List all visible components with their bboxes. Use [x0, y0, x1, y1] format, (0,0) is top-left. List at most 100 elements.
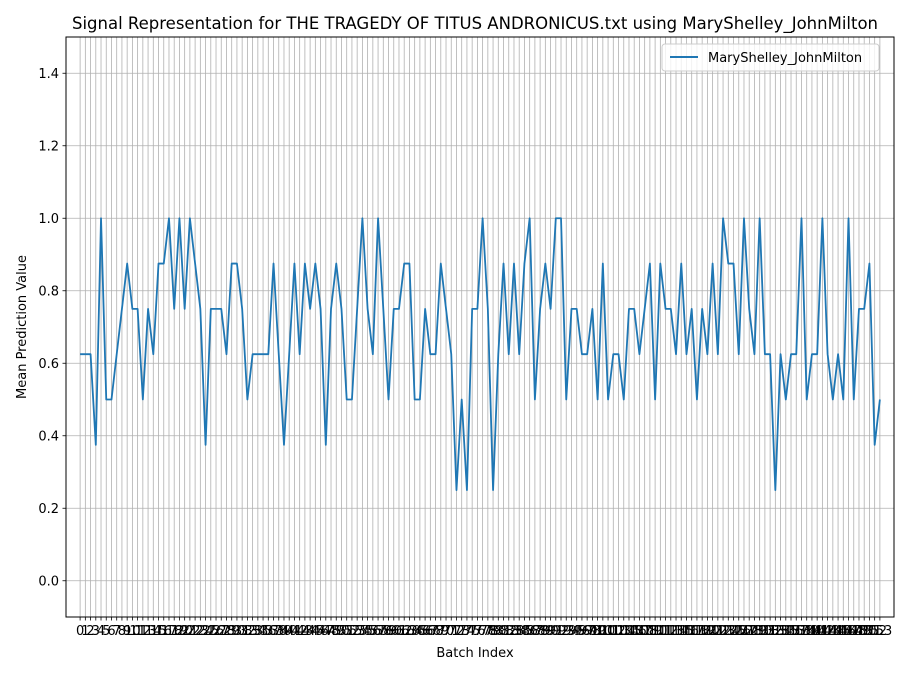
- data-point: [298, 353, 300, 355]
- data-point: [617, 353, 619, 355]
- x-tick-label: 52: [344, 624, 361, 639]
- legend: MaryShelley_JohnMilton: [661, 43, 880, 72]
- data-point: [461, 398, 463, 400]
- data-point: [534, 398, 536, 400]
- data-point: [356, 308, 358, 310]
- data-point: [513, 262, 515, 264]
- data-point: [105, 398, 107, 400]
- x-tick-label: 77: [474, 624, 491, 639]
- x-tick-label: 65: [412, 624, 429, 639]
- data-point: [816, 353, 818, 355]
- data-point: [837, 353, 839, 355]
- x-axis-label: Batch Index: [436, 646, 514, 661]
- x-tick-label: 49: [328, 624, 345, 639]
- x-tick-label: 43: [297, 624, 314, 639]
- data-point: [100, 217, 102, 219]
- x-tick-label: 50: [333, 624, 350, 639]
- x-tick-label: 152: [862, 624, 887, 639]
- data-point: [403, 262, 405, 264]
- data-point: [398, 308, 400, 310]
- x-tick-label: 146: [831, 624, 856, 639]
- x-tick-label: 123: [711, 624, 736, 639]
- data-point: [701, 308, 703, 310]
- data-point: [570, 308, 572, 310]
- data-point: [116, 353, 118, 355]
- data-point: [220, 308, 222, 310]
- data-point: [450, 353, 452, 355]
- data-point: [806, 398, 808, 400]
- data-point: [163, 262, 165, 264]
- y-tick-label: 0.8: [38, 284, 59, 299]
- x-tick-label: 128: [737, 624, 762, 639]
- x-tick-label: 39: [276, 624, 293, 639]
- data-point: [774, 489, 776, 491]
- data-point: [544, 262, 546, 264]
- x-tick-label: 33: [244, 624, 261, 639]
- x-tick-label: 35: [255, 624, 272, 639]
- x-tick-label: 31: [234, 624, 251, 639]
- x-tick-label: 55: [359, 624, 376, 639]
- data-point: [445, 308, 447, 310]
- data-point: [440, 262, 442, 264]
- data-point: [691, 308, 693, 310]
- x-tick-label: 138: [789, 624, 814, 639]
- x-tick-label: 37: [265, 624, 282, 639]
- x-tick-label: 88: [532, 624, 549, 639]
- data-point: [879, 398, 881, 400]
- x-tick-label: 47: [318, 624, 335, 639]
- x-tick-label: 144: [820, 624, 845, 639]
- data-point: [147, 308, 149, 310]
- data-point: [738, 353, 740, 355]
- x-tick-label: 76: [469, 624, 486, 639]
- x-tick-label: 93: [558, 624, 575, 639]
- data-point: [366, 308, 368, 310]
- y-tick-label: 1.4: [38, 67, 59, 82]
- x-tick-label: 147: [836, 624, 861, 639]
- data-point: [591, 308, 593, 310]
- data-point: [549, 308, 551, 310]
- x-tick-label: 38: [270, 624, 287, 639]
- data-point: [790, 353, 792, 355]
- x-tick-label: 42: [291, 624, 308, 639]
- x-tick-label: 137: [784, 624, 809, 639]
- data-point: [257, 353, 259, 355]
- data-point: [602, 262, 604, 264]
- x-tick-label: 132: [758, 624, 783, 639]
- data-point: [429, 353, 431, 355]
- data-point: [769, 353, 771, 355]
- data-point: [476, 308, 478, 310]
- x-tick-label: 111: [648, 624, 673, 639]
- x-tick-label: 59: [380, 624, 397, 639]
- x-tick-label: 61: [391, 624, 408, 639]
- data-point: [241, 308, 243, 310]
- data-point: [424, 308, 426, 310]
- x-tick-label: 91: [548, 624, 565, 639]
- x-tick-label: 121: [700, 624, 725, 639]
- data-point: [675, 353, 677, 355]
- data-point: [565, 398, 567, 400]
- data-point: [612, 353, 614, 355]
- x-tick-label: 73: [453, 624, 470, 639]
- x-tick-label: 12: [135, 624, 152, 639]
- x-tick-label: 5: [102, 624, 110, 639]
- data-point: [471, 308, 473, 310]
- x-tick-label: 95: [568, 624, 585, 639]
- x-tick-label: 143: [815, 624, 840, 639]
- data-point: [231, 262, 233, 264]
- data-point: [178, 217, 180, 219]
- data-point: [183, 308, 185, 310]
- x-tick-label: 4: [97, 624, 105, 639]
- data-point: [628, 308, 630, 310]
- data-point: [758, 217, 760, 219]
- x-tick-label: 51: [338, 624, 355, 639]
- data-point: [576, 308, 578, 310]
- x-tick-label: 21: [182, 624, 199, 639]
- x-tick-label: 16: [155, 624, 172, 639]
- x-tick-label: 79: [485, 624, 502, 639]
- x-tick-label: 134: [768, 624, 793, 639]
- data-point: [204, 444, 206, 446]
- data-point: [89, 353, 91, 355]
- data-point: [764, 353, 766, 355]
- x-tick-label: 97: [579, 624, 596, 639]
